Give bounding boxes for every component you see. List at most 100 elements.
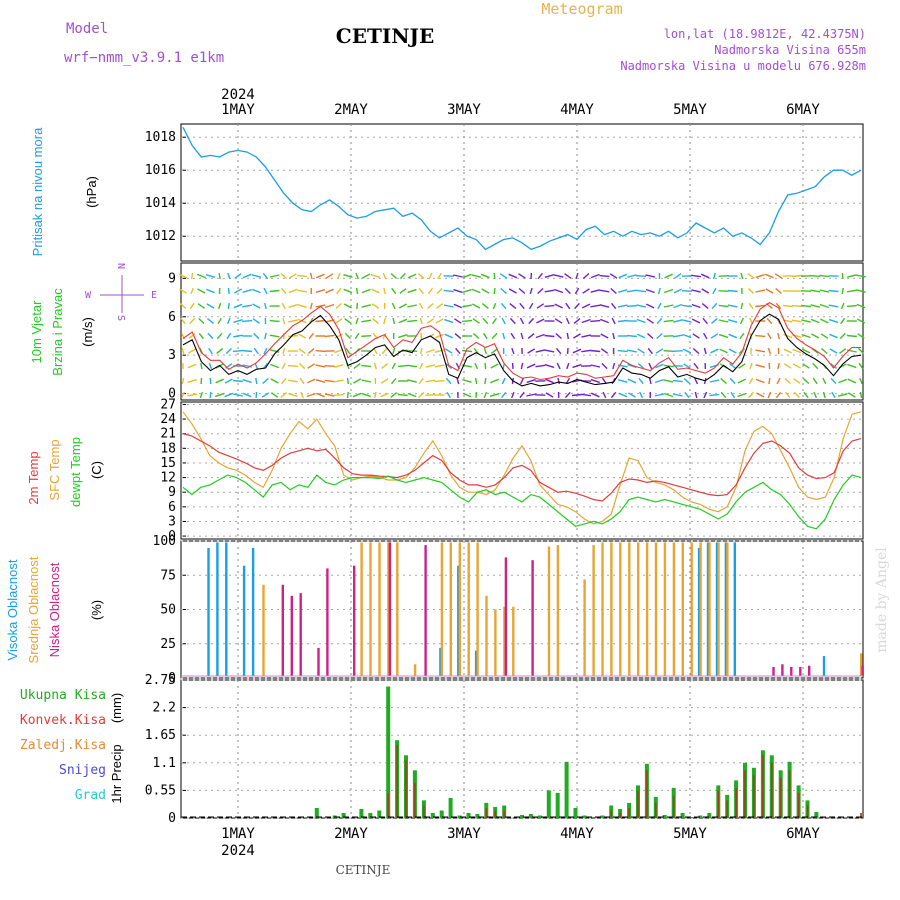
wind-arrow (209, 391, 212, 399)
y-tick-label: 6 (168, 500, 176, 515)
wind-arrow (344, 318, 352, 324)
conv-precip-bar (655, 802, 657, 818)
wind-arrow (445, 377, 452, 385)
wind-arrow (648, 362, 653, 370)
total-precip-bar (457, 815, 462, 818)
total-precip-bar (582, 815, 587, 818)
wind-arrow (564, 391, 571, 399)
wind-arrow (502, 332, 506, 340)
wind-arrow (482, 317, 489, 325)
high-cloud-bar (822, 656, 826, 676)
wind-arrow (792, 348, 802, 354)
y-tick-label: 1.65 (145, 728, 176, 743)
wind-arrow (252, 303, 261, 309)
wind-arrow (590, 319, 601, 323)
wind-arrow (748, 391, 754, 399)
wind-arrow (544, 363, 555, 369)
wind-arrow (189, 317, 196, 325)
y-tick-label: 1016 (145, 163, 176, 178)
wind-arrow (528, 302, 534, 310)
wind-arrow (462, 392, 472, 398)
y-tick-label: 9 (168, 271, 176, 286)
conv-precip-bar (762, 755, 764, 818)
wind-arrow (462, 379, 472, 383)
wind-arrow (590, 304, 601, 308)
wind-arrow (765, 273, 774, 279)
wind-arrow (216, 332, 223, 340)
temp-label-3: dewpt Temp (68, 437, 83, 507)
wind-arrow (711, 302, 718, 310)
y-tick-label: 6 (168, 310, 176, 325)
mid-cloud-bar (396, 542, 399, 676)
wind-arrow (663, 350, 674, 352)
wind-arrow (391, 362, 396, 370)
wind-arrow (215, 378, 224, 384)
wind-arrow (188, 333, 196, 339)
wind-arrow (491, 332, 498, 340)
wind-arrow (784, 377, 791, 385)
wind-arrow (261, 392, 270, 398)
wind-arrow (427, 302, 434, 310)
wind-arrow (656, 332, 663, 340)
wind-arrow (691, 303, 701, 309)
wind-arrow (566, 332, 569, 340)
wind-arrow (508, 273, 518, 279)
conv-precip-bar (396, 745, 398, 818)
y-tick-label: 0 (168, 671, 176, 686)
low-cloud-bar (531, 560, 534, 676)
wind-arrow (315, 379, 326, 383)
total-precip-bar (430, 813, 435, 818)
wind-arrow (830, 377, 837, 385)
total-precip-bar (466, 813, 471, 818)
wind-arrow (425, 348, 435, 354)
wind-arrow (270, 363, 280, 369)
wind-arrow (537, 287, 544, 295)
wind-arrow (434, 364, 445, 368)
wind-arrow (846, 289, 857, 293)
wind-arrow (343, 303, 352, 309)
mid-cloud-bar (476, 542, 479, 676)
low-cloud-bar (388, 542, 392, 676)
high-cloud-bar (715, 542, 719, 676)
wind-arrow (380, 392, 389, 398)
wind-arrow (419, 347, 423, 355)
low-cloud-bar (790, 667, 793, 676)
wind-arrow (535, 333, 545, 339)
wind-arrow (181, 347, 185, 355)
wind-arrow (380, 378, 389, 384)
sfc-temp-line (182, 411, 862, 525)
wind-arrow (535, 349, 546, 353)
y-tick-label: 1012 (145, 229, 176, 244)
wind-arrow (511, 362, 514, 370)
wind-arrow (407, 319, 418, 323)
wind-arrow (519, 391, 525, 399)
wind-speed-line (182, 313, 862, 387)
mid-cloud-bar (262, 584, 265, 676)
wind-arrow (282, 317, 286, 325)
temp-label-1: 2m Temp (26, 451, 41, 504)
total-precip-bar (573, 808, 578, 818)
wind-arrow (425, 364, 436, 368)
wind-arrow (601, 362, 608, 370)
wind-arrow (217, 317, 222, 325)
total-precip-bar (600, 815, 605, 818)
total-precip-bar (341, 813, 346, 818)
wind-arrow (811, 333, 820, 339)
wind-arrow (674, 273, 682, 279)
wind-arrow (747, 273, 755, 279)
wind-arrow (718, 319, 729, 323)
wind-arrow (610, 302, 617, 310)
wind-arrow (841, 272, 844, 280)
wind-arrow (791, 304, 802, 308)
wind-arrow (288, 304, 298, 308)
wind-arrow (775, 287, 782, 295)
wind-arrow (682, 333, 692, 339)
wind-arrow (333, 394, 344, 396)
wind-arrow (361, 392, 371, 398)
low-cloud-bar (290, 595, 293, 676)
wind-arrow (280, 391, 288, 399)
wind-arrow (838, 378, 848, 384)
total-precip-bar (564, 761, 569, 818)
wind-arrow (701, 303, 709, 309)
wind-arrow (307, 378, 316, 384)
